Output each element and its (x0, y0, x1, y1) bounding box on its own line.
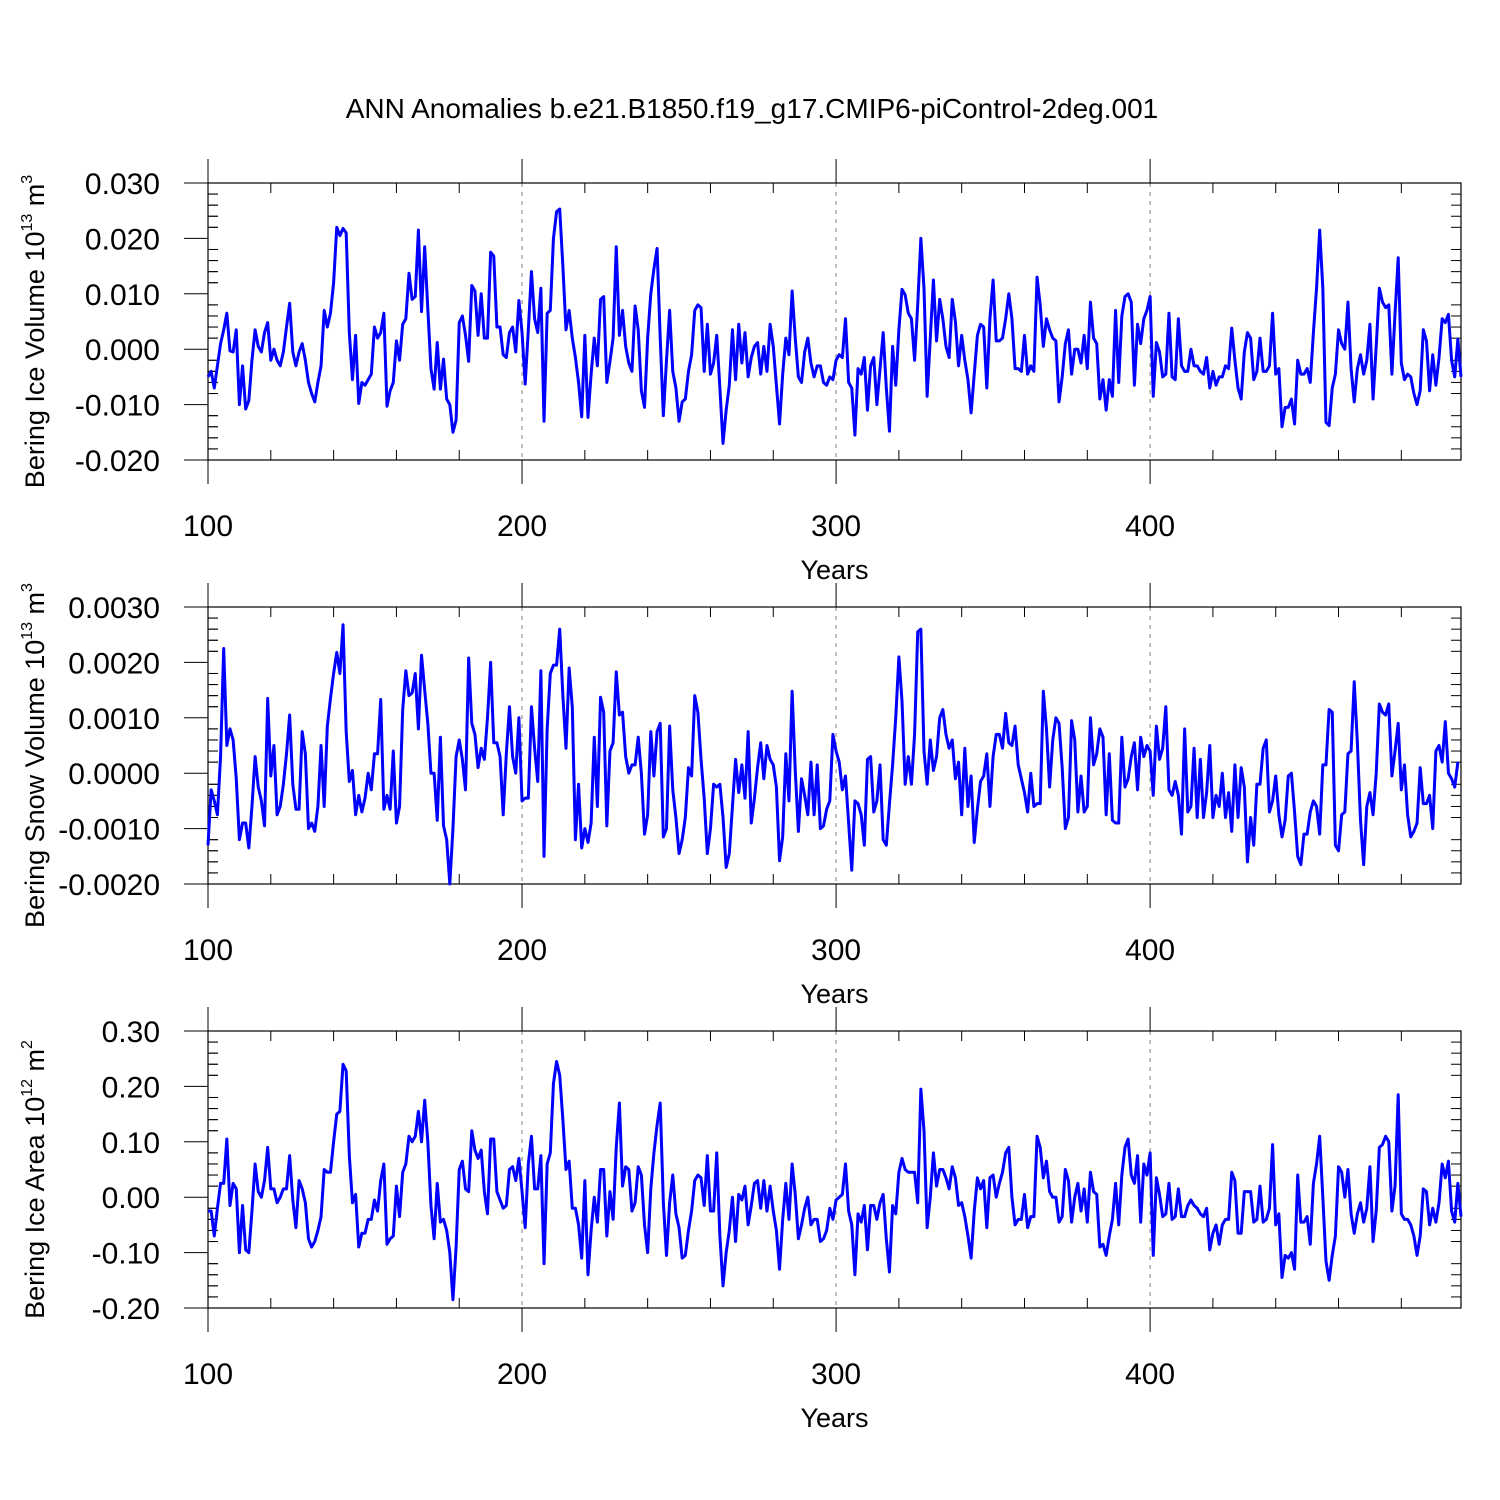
chart-panel-1: 100 200 300 400 -0.020 -0.010 0.000 0.010 0.020 0… (19, 159, 1463, 585)
x-tick-label: 400 (1125, 510, 1175, 543)
y-tick-label: -0.020 (75, 445, 160, 478)
y-tick-label: 0.30 (102, 1016, 160, 1049)
x-axis-label: Years (800, 1403, 868, 1433)
y-tick-label: -0.010 (75, 390, 160, 423)
x-tick-label: 400 (1125, 1358, 1175, 1391)
x-tick-label: 100 (183, 510, 233, 543)
x-axis-label: Years (800, 979, 868, 1009)
x-ticks (184, 583, 1461, 908)
series-line-1 (206, 623, 1460, 886)
y-tick-label: 0.10 (102, 1127, 160, 1160)
plot-frame (207, 182, 1462, 461)
x-tick-label: 300 (811, 510, 861, 543)
chart-panel-2: 100 200 300 400 -0.0020 -0.0010 0.0000 0.0010 0.… (19, 583, 1462, 1009)
x-tick-label: 200 (497, 1358, 547, 1391)
y-tick-label: -0.20 (92, 1293, 160, 1326)
x-tick-label: 100 (183, 934, 233, 967)
x-ticks (184, 159, 1461, 484)
y-tick-label: 0.020 (85, 223, 160, 256)
x-tick-label: 200 (497, 934, 547, 967)
series-line-1 (206, 207, 1463, 445)
y-tick-label: -0.0020 (58, 869, 160, 902)
y-axis-label: Bering Ice Area 1012 m2 (19, 1040, 50, 1319)
y-tick-label: 0.010 (85, 279, 160, 312)
y-tick-label: 0.030 (85, 168, 160, 201)
x-tick-label: 400 (1125, 934, 1175, 967)
series-line-1 (208, 1059, 1463, 1302)
y-axis-label: Bering Snow Volume 1013 m3 (19, 583, 50, 928)
y-tick-label: 0.00 (102, 1182, 160, 1215)
panels: 100 200 300 400 -0.020 -0.010 0.000 0.010 0.020 0… (19, 159, 1463, 1433)
y-tick-label: -0.10 (92, 1238, 160, 1271)
y-tick-label: 0.0020 (68, 647, 160, 680)
x-tick-label: 300 (811, 934, 861, 967)
plot-frame (207, 1030, 1462, 1309)
y-tick-label: 0.0010 (68, 703, 160, 736)
x-axis-label: Years (800, 555, 868, 585)
y-tick-label: 0.20 (102, 1071, 160, 1104)
x-tick-label: 300 (811, 1358, 861, 1391)
y-tick-label: 0.000 (85, 334, 160, 367)
x-tick-label: 200 (497, 510, 547, 543)
x-tick-label: 100 (183, 1358, 233, 1391)
y-tick-label: 0.0000 (68, 758, 160, 791)
chart-panel-3: 100 200 300 400 -0.20 -0.10 0.00 0.10 0.20 0.30 Ye… (19, 1007, 1463, 1433)
plot-frame (207, 606, 1462, 885)
y-axis-label: Bering Ice Volume 1013 m3 (19, 175, 50, 488)
x-ticks (184, 1007, 1461, 1332)
y-tick-label: 0.0030 (68, 592, 160, 625)
y-tick-label: -0.0010 (58, 814, 160, 847)
figure-title: ANN Anomalies b.e21.B1850.f19_g17.CMIP6-… (346, 93, 1159, 124)
